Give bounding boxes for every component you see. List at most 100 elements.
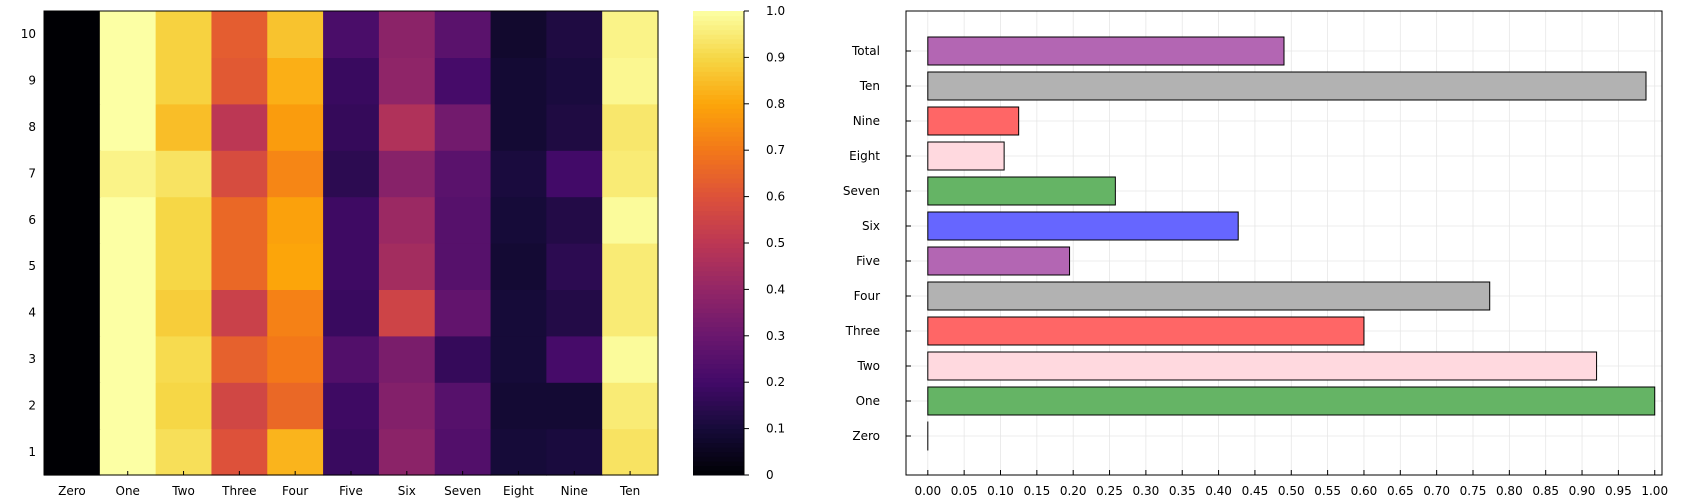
colorbar-band (693, 11, 744, 17)
bar-x-tick-label: 0.25 (1096, 484, 1123, 498)
colorbar-band (693, 113, 744, 119)
colorbar-band (693, 182, 744, 188)
bar-nine (927, 106, 1020, 136)
colorbar-band (693, 386, 744, 392)
colorbar-band (693, 321, 744, 328)
heatmap-cell (546, 196, 603, 244)
colorbar-band (693, 85, 744, 91)
colorbar-tick-label: 0.4 (766, 282, 785, 296)
bar-x-tick-label: 0.20 (1060, 484, 1087, 498)
heatmap-x-tick-label: Four (282, 484, 308, 498)
colorbar-band (693, 117, 744, 123)
colorbar-band (693, 326, 744, 332)
heatmap-cell (99, 11, 157, 58)
heatmap-cell (44, 150, 101, 198)
heatmap-cell (434, 57, 492, 105)
heatmap-cell (99, 335, 157, 383)
heatmap-cell (490, 11, 547, 58)
colorbar-band (693, 252, 744, 258)
colorbar-band (693, 275, 744, 281)
colorbar-band (693, 173, 744, 179)
bar-total (927, 36, 1285, 66)
colorbar-band (693, 159, 744, 165)
heatmap-cell (602, 382, 659, 430)
heatmap-cell (490, 335, 547, 383)
bar-eight (927, 141, 1005, 171)
colorbar-band (693, 331, 744, 337)
heatmap-cell (378, 57, 436, 105)
bar-two (927, 351, 1598, 381)
bar-x-tick-label: 1.00 (1641, 484, 1668, 498)
colorbar-band (693, 396, 744, 402)
colorbar-band (693, 377, 744, 383)
colorbar-band (693, 89, 744, 96)
heatmap-y-tick-label: 5 (28, 259, 36, 273)
heatmap-cell (155, 428, 213, 476)
colorbar-band (693, 303, 744, 309)
colorbar-band (693, 150, 744, 156)
colorbar-band (693, 354, 744, 360)
colorbar-band (693, 15, 744, 21)
bar-three (927, 316, 1365, 346)
heatmap-x-tick-label: Zero (58, 484, 86, 498)
heatmap-cell (323, 243, 380, 290)
heatmap-cell (211, 243, 268, 290)
colorbar-band (693, 359, 744, 365)
heatmap-cell (99, 196, 157, 244)
colorbar-tick-label: 0 (766, 468, 774, 482)
bar-y-tick-label: Five (856, 254, 880, 268)
bar-y-tick-label: Three (845, 324, 880, 338)
heatmap-cell (490, 57, 547, 105)
heatmap-cell (267, 289, 324, 337)
heatmap-cell (546, 335, 603, 383)
colorbar-band (693, 307, 744, 314)
colorbar-band (693, 405, 744, 411)
heatmap-cell (323, 196, 380, 244)
colorbar-band (693, 442, 744, 448)
heatmap-cell (546, 428, 603, 476)
colorbar-tick-label: 0.2 (766, 375, 785, 389)
colorbar-band (693, 210, 744, 216)
heatmap-cell (155, 103, 213, 151)
heatmap-x-tick-label: Two (171, 484, 195, 498)
bar-y-tick-label: Six (862, 219, 880, 233)
colorbar-band (693, 43, 744, 49)
heatmap-cell (44, 382, 101, 430)
bar-x-tick-label: 0.50 (1278, 484, 1305, 498)
colorbar-band (693, 340, 744, 346)
heatmap-cell (99, 289, 157, 337)
bar-y-tick-label: Nine (853, 114, 880, 128)
colorbar-tick-label: 0.9 (766, 50, 785, 64)
heatmap-cell (602, 196, 659, 244)
colorbar-band (693, 52, 744, 58)
heatmap-x-tick-label: Seven (444, 484, 481, 498)
colorbar-band (693, 154, 744, 160)
colorbar-band (693, 470, 744, 476)
heatmap-cell (602, 428, 659, 476)
heatmap-cell (155, 150, 213, 198)
colorbar-band (693, 224, 744, 230)
heatmap-cell (99, 150, 157, 198)
colorbar-band (693, 103, 744, 109)
colorbar-band (693, 247, 744, 253)
heatmap-y-tick-label: 7 (28, 166, 36, 180)
heatmap-cell (99, 57, 157, 105)
heatmap-cell (434, 335, 492, 383)
heatmap-x-tick-label: Five (339, 484, 363, 498)
colorbar-band (693, 48, 744, 54)
colorbar-band (693, 433, 744, 439)
bar-ten (927, 71, 1647, 101)
bar-six (927, 211, 1239, 241)
heatmap-cell (211, 428, 268, 476)
heatmap-y-tick-label: 3 (28, 352, 36, 366)
heatmap-cell (267, 150, 324, 198)
colorbar-band (693, 34, 744, 40)
colorbar-band (693, 122, 744, 128)
heatmap-cell (44, 57, 101, 105)
heatmap-cell (155, 57, 213, 105)
heatmap-cell (211, 150, 268, 198)
heatmap-cell (378, 382, 436, 430)
bar-x-tick-label: 0.05 (951, 484, 978, 498)
heatmap-cell (44, 335, 101, 383)
